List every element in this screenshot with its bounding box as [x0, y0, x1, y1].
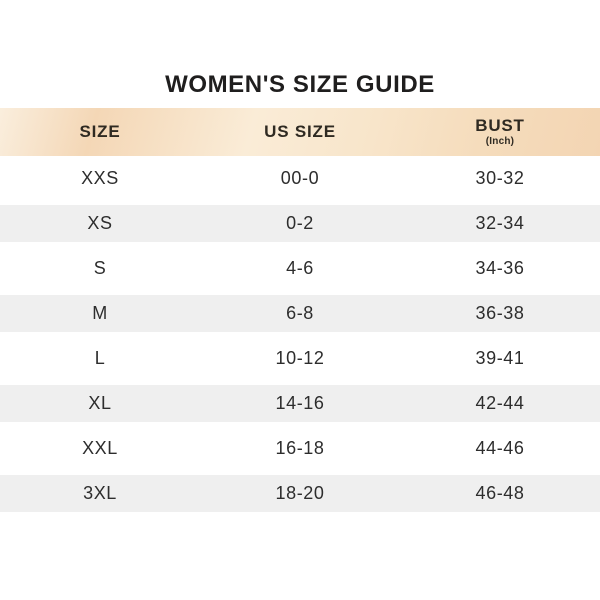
page-title: WOMEN'S SIZE GUIDE [165, 71, 435, 98]
us-size-cell: 4-6 [286, 258, 314, 278]
size-cell: XS [87, 213, 113, 233]
bust-cell: 36-38 [475, 303, 525, 323]
table-row: XXS 00-0 30-32 [0, 156, 600, 201]
bust-cell: 44-46 [475, 438, 525, 458]
bust-cell: 46-48 [475, 483, 525, 503]
column-header-sublabel: (Inch) [485, 136, 515, 148]
column-header-bust: BUST (Inch) [400, 108, 600, 156]
column-header-label: US SIZE [264, 121, 336, 141]
column-header-us-size: US SIZE [200, 108, 400, 156]
table-row: XS 0-2 32-34 [0, 201, 600, 246]
size-cell: 3XL [83, 483, 117, 503]
us-size-cell: 16-18 [275, 438, 325, 458]
us-size-cell: 10-12 [275, 348, 325, 368]
bust-cell: 42-44 [475, 393, 525, 413]
size-cell: XL [88, 393, 112, 413]
table-row: 3XL 18-20 46-48 [0, 471, 600, 516]
us-size-cell: 0-2 [286, 213, 314, 233]
us-size-cell: 00-0 [280, 168, 320, 188]
size-guide-table: SIZE US SIZE BUST (Inch) XXS 00-0 30-32 … [0, 108, 600, 516]
bust-cell: 32-34 [475, 213, 525, 233]
bust-cell: 30-32 [475, 168, 525, 188]
us-size-cell: 14-16 [275, 393, 325, 413]
table-row: M 6-8 36-38 [0, 291, 600, 336]
column-header-size: SIZE [0, 108, 200, 156]
size-cell: XXS [81, 168, 119, 188]
table-row: L 10-12 39-41 [0, 336, 600, 381]
table-header-row: SIZE US SIZE BUST (Inch) [0, 108, 600, 156]
table-row: XL 14-16 42-44 [0, 381, 600, 426]
bust-cell: 39-41 [475, 348, 525, 368]
table-row: S 4-6 34-36 [0, 246, 600, 291]
size-cell: L [94, 348, 106, 368]
column-header-label: BUST [475, 115, 525, 135]
bust-cell: 34-36 [475, 258, 525, 278]
table-row: XXL 16-18 44-46 [0, 426, 600, 471]
size-cell: XXL [82, 438, 118, 458]
column-header-label: SIZE [79, 121, 121, 141]
us-size-cell: 18-20 [275, 483, 325, 503]
size-cell: S [93, 258, 107, 278]
us-size-cell: 6-8 [286, 303, 314, 323]
size-cell: M [92, 303, 108, 323]
